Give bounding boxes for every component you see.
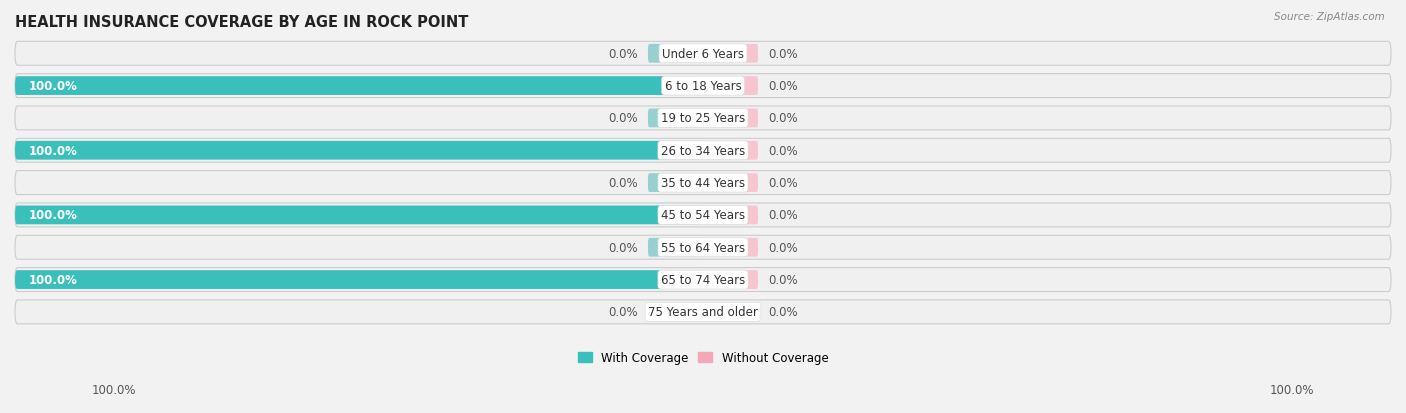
FancyBboxPatch shape bbox=[703, 142, 758, 160]
FancyBboxPatch shape bbox=[703, 109, 758, 128]
FancyBboxPatch shape bbox=[703, 271, 758, 289]
Text: 6 to 18 Years: 6 to 18 Years bbox=[665, 80, 741, 93]
Text: 0.0%: 0.0% bbox=[768, 80, 799, 93]
Text: 100.0%: 100.0% bbox=[91, 384, 136, 396]
Text: 0.0%: 0.0% bbox=[768, 273, 799, 286]
Text: 100.0%: 100.0% bbox=[28, 80, 77, 93]
FancyBboxPatch shape bbox=[15, 268, 1391, 292]
FancyBboxPatch shape bbox=[648, 238, 703, 257]
FancyBboxPatch shape bbox=[15, 271, 703, 289]
Text: 65 to 74 Years: 65 to 74 Years bbox=[661, 273, 745, 286]
FancyBboxPatch shape bbox=[648, 109, 703, 128]
FancyBboxPatch shape bbox=[15, 204, 1391, 227]
Text: 0.0%: 0.0% bbox=[607, 112, 638, 125]
Text: 100.0%: 100.0% bbox=[28, 273, 77, 286]
Text: 0.0%: 0.0% bbox=[768, 145, 799, 157]
Text: 0.0%: 0.0% bbox=[768, 209, 799, 222]
Text: 26 to 34 Years: 26 to 34 Years bbox=[661, 145, 745, 157]
FancyBboxPatch shape bbox=[15, 42, 1391, 66]
FancyBboxPatch shape bbox=[648, 303, 703, 321]
FancyBboxPatch shape bbox=[703, 238, 758, 257]
FancyBboxPatch shape bbox=[703, 206, 758, 225]
Legend: With Coverage, Without Coverage: With Coverage, Without Coverage bbox=[572, 347, 834, 369]
FancyBboxPatch shape bbox=[648, 45, 703, 64]
Text: 35 to 44 Years: 35 to 44 Years bbox=[661, 177, 745, 190]
FancyBboxPatch shape bbox=[15, 77, 703, 96]
Text: 0.0%: 0.0% bbox=[607, 241, 638, 254]
FancyBboxPatch shape bbox=[703, 174, 758, 192]
FancyBboxPatch shape bbox=[15, 142, 703, 160]
Text: Source: ZipAtlas.com: Source: ZipAtlas.com bbox=[1274, 12, 1385, 22]
Text: 75 Years and older: 75 Years and older bbox=[648, 306, 758, 318]
FancyBboxPatch shape bbox=[15, 107, 1391, 131]
FancyBboxPatch shape bbox=[15, 171, 1391, 195]
FancyBboxPatch shape bbox=[15, 74, 1391, 98]
FancyBboxPatch shape bbox=[703, 77, 758, 96]
Text: 0.0%: 0.0% bbox=[768, 112, 799, 125]
FancyBboxPatch shape bbox=[15, 236, 1391, 260]
Text: 45 to 54 Years: 45 to 54 Years bbox=[661, 209, 745, 222]
FancyBboxPatch shape bbox=[648, 174, 703, 192]
Text: 55 to 64 Years: 55 to 64 Years bbox=[661, 241, 745, 254]
Text: 0.0%: 0.0% bbox=[607, 47, 638, 61]
Text: 0.0%: 0.0% bbox=[768, 241, 799, 254]
FancyBboxPatch shape bbox=[15, 139, 1391, 163]
Text: 100.0%: 100.0% bbox=[28, 209, 77, 222]
FancyBboxPatch shape bbox=[703, 45, 758, 64]
Text: 19 to 25 Years: 19 to 25 Years bbox=[661, 112, 745, 125]
FancyBboxPatch shape bbox=[15, 300, 1391, 324]
Text: 0.0%: 0.0% bbox=[768, 47, 799, 61]
Text: 0.0%: 0.0% bbox=[768, 306, 799, 318]
Text: 0.0%: 0.0% bbox=[768, 177, 799, 190]
Text: 0.0%: 0.0% bbox=[607, 306, 638, 318]
Text: 100.0%: 100.0% bbox=[28, 145, 77, 157]
Text: 0.0%: 0.0% bbox=[607, 177, 638, 190]
Text: Under 6 Years: Under 6 Years bbox=[662, 47, 744, 61]
FancyBboxPatch shape bbox=[15, 206, 703, 225]
Text: 100.0%: 100.0% bbox=[1270, 384, 1315, 396]
FancyBboxPatch shape bbox=[703, 303, 758, 321]
Text: HEALTH INSURANCE COVERAGE BY AGE IN ROCK POINT: HEALTH INSURANCE COVERAGE BY AGE IN ROCK… bbox=[15, 15, 468, 30]
